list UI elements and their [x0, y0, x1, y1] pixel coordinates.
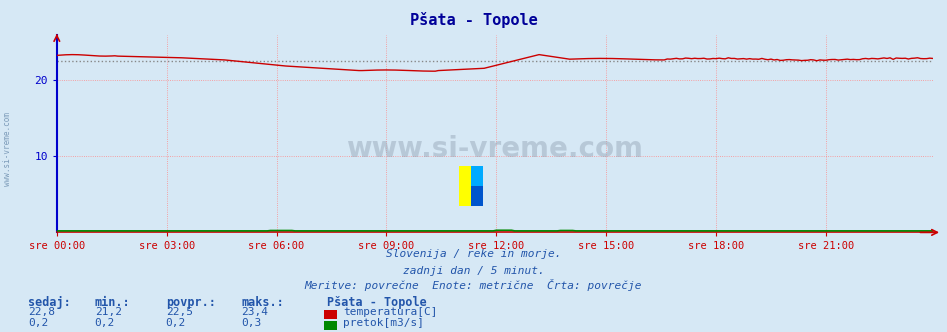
- Text: min.:: min.:: [95, 296, 131, 309]
- Text: 0,2: 0,2: [166, 318, 186, 328]
- Text: zadnji dan / 5 minut.: zadnji dan / 5 minut.: [402, 266, 545, 276]
- Text: 22,8: 22,8: [28, 307, 56, 317]
- Text: 0,3: 0,3: [241, 318, 261, 328]
- Text: Pšata - Topole: Pšata - Topole: [327, 296, 426, 309]
- Text: maks.:: maks.:: [241, 296, 284, 309]
- Text: www.si-vreme.com: www.si-vreme.com: [347, 135, 643, 163]
- Text: Slovenija / reke in morje.: Slovenija / reke in morje.: [385, 249, 562, 259]
- Text: Pšata - Topole: Pšata - Topole: [410, 12, 537, 28]
- Text: 22,5: 22,5: [166, 307, 193, 317]
- Text: povpr.:: povpr.:: [166, 296, 216, 309]
- Text: Meritve: povrečne  Enote: metrične  Črta: povrečje: Meritve: povrečne Enote: metrične Črta: …: [305, 279, 642, 291]
- Polygon shape: [459, 166, 472, 206]
- Text: sedaj:: sedaj:: [28, 296, 71, 309]
- Text: 0,2: 0,2: [95, 318, 115, 328]
- Text: www.si-vreme.com: www.si-vreme.com: [3, 113, 12, 186]
- Text: 23,4: 23,4: [241, 307, 269, 317]
- Text: pretok[m3/s]: pretok[m3/s]: [343, 318, 424, 328]
- Polygon shape: [472, 166, 483, 186]
- Text: 21,2: 21,2: [95, 307, 122, 317]
- Polygon shape: [472, 186, 483, 206]
- Text: temperatura[C]: temperatura[C]: [343, 307, 438, 317]
- Text: 0,2: 0,2: [28, 318, 48, 328]
